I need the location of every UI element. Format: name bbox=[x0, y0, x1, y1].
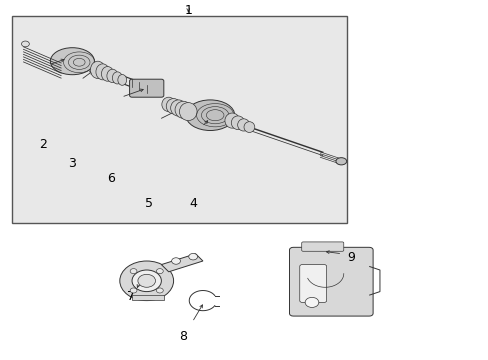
Text: 9: 9 bbox=[346, 251, 354, 264]
Ellipse shape bbox=[237, 119, 249, 131]
Ellipse shape bbox=[162, 97, 175, 112]
Circle shape bbox=[21, 41, 29, 47]
Text: 3: 3 bbox=[68, 157, 76, 170]
Circle shape bbox=[120, 261, 173, 301]
Text: 7: 7 bbox=[127, 291, 135, 303]
FancyBboxPatch shape bbox=[301, 242, 343, 251]
Ellipse shape bbox=[96, 64, 109, 80]
Text: 1: 1 bbox=[184, 4, 192, 17]
Text: 6: 6 bbox=[107, 172, 115, 185]
Circle shape bbox=[156, 269, 163, 274]
Circle shape bbox=[156, 288, 163, 293]
Text: 4: 4 bbox=[189, 197, 197, 210]
Circle shape bbox=[171, 258, 180, 264]
Ellipse shape bbox=[166, 99, 181, 114]
Ellipse shape bbox=[112, 72, 122, 84]
Ellipse shape bbox=[50, 48, 94, 75]
Ellipse shape bbox=[231, 116, 244, 130]
Circle shape bbox=[138, 274, 155, 287]
Ellipse shape bbox=[335, 158, 346, 165]
Ellipse shape bbox=[244, 122, 254, 132]
FancyBboxPatch shape bbox=[129, 79, 163, 97]
Circle shape bbox=[130, 269, 137, 274]
Ellipse shape bbox=[101, 67, 114, 81]
Ellipse shape bbox=[90, 61, 105, 78]
Ellipse shape bbox=[118, 75, 126, 85]
FancyBboxPatch shape bbox=[299, 265, 326, 302]
Polygon shape bbox=[161, 254, 203, 272]
Text: 8: 8 bbox=[179, 330, 187, 343]
Ellipse shape bbox=[175, 101, 191, 118]
Circle shape bbox=[132, 270, 161, 292]
Circle shape bbox=[305, 297, 318, 307]
Circle shape bbox=[130, 288, 137, 293]
Ellipse shape bbox=[170, 100, 186, 116]
Circle shape bbox=[188, 253, 197, 260]
FancyBboxPatch shape bbox=[289, 247, 372, 316]
Ellipse shape bbox=[107, 69, 118, 82]
Ellipse shape bbox=[179, 103, 197, 121]
Ellipse shape bbox=[224, 113, 239, 128]
Ellipse shape bbox=[185, 100, 234, 131]
Text: 5: 5 bbox=[145, 197, 153, 210]
Text: 2: 2 bbox=[39, 138, 47, 150]
Bar bbox=[12, 16, 346, 223]
Polygon shape bbox=[132, 295, 163, 300]
